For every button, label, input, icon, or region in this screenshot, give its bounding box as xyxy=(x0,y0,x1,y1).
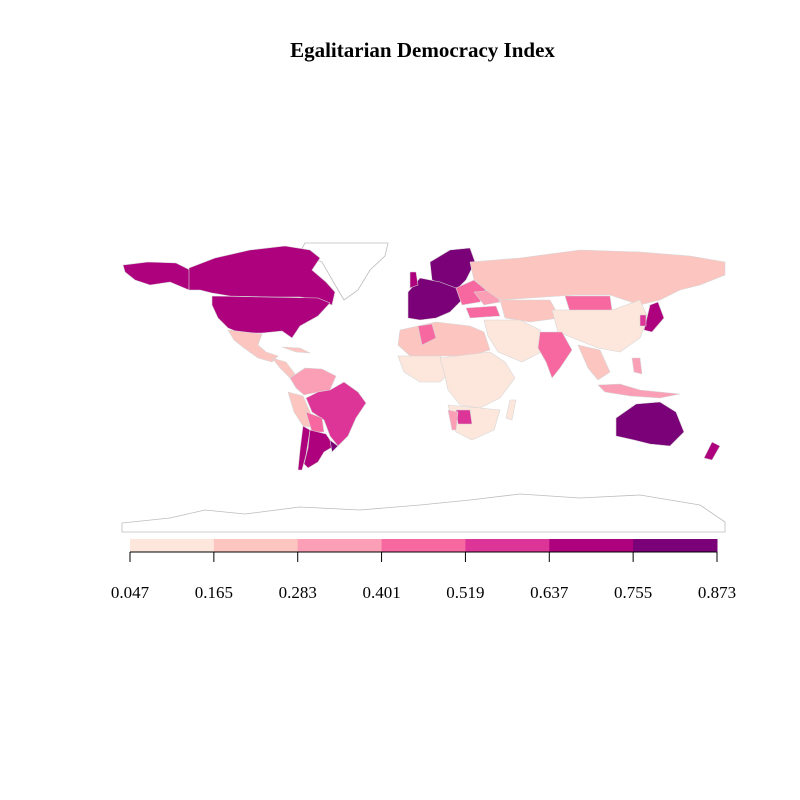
region-australia xyxy=(615,401,685,447)
region-philippines xyxy=(631,357,643,375)
legend-swatch xyxy=(633,539,718,552)
legend-tick-label: 0.637 xyxy=(530,583,569,602)
region-tunisia xyxy=(417,323,437,346)
legend-tick-label: 0.165 xyxy=(195,583,233,602)
region-namibia xyxy=(447,409,459,431)
region-uruguay xyxy=(329,439,339,453)
legend-color-bar xyxy=(130,539,718,552)
region-korea xyxy=(639,314,647,327)
region-new-zealand xyxy=(703,441,721,461)
legend-swatch xyxy=(297,539,383,552)
region-southeast-asia xyxy=(577,344,611,381)
region-cuba xyxy=(281,346,311,354)
region-indonesia xyxy=(597,383,681,399)
region-madagascar xyxy=(505,399,517,421)
region-alaska xyxy=(122,261,191,291)
region-bolivia xyxy=(305,411,325,433)
region-botswana xyxy=(455,409,473,425)
legend-swatch xyxy=(381,539,466,552)
region-west-africa xyxy=(397,355,453,383)
region-middle-east xyxy=(483,319,546,363)
region-mongolia xyxy=(564,295,613,313)
legend-swatch xyxy=(213,539,299,552)
region-central-america xyxy=(271,357,296,379)
region-usa xyxy=(211,295,331,339)
region-russia xyxy=(469,249,726,306)
legend-tick-label: 0.873 xyxy=(698,583,736,602)
legend-ticks xyxy=(129,552,718,562)
region-argentina xyxy=(303,429,335,469)
map-title: Egalitarian Democracy Index xyxy=(290,38,555,62)
region-mexico xyxy=(227,329,279,363)
region-western-europe xyxy=(407,277,463,321)
region-japan xyxy=(643,301,665,333)
region-uk xyxy=(409,271,419,289)
legend-tick-label: 0.519 xyxy=(446,583,484,602)
region-north-africa xyxy=(397,321,491,357)
region-central-east-africa xyxy=(439,351,516,409)
region-china xyxy=(551,299,649,353)
legend-swatch xyxy=(130,539,215,552)
legend-tick-label: 0.755 xyxy=(614,583,652,602)
legend-tick-label: 0.283 xyxy=(279,583,317,602)
antarctica xyxy=(121,493,726,533)
legend-tick-label: 0.401 xyxy=(362,583,400,602)
region-central-asia xyxy=(499,299,561,323)
region-canada xyxy=(188,245,336,306)
legend-swatch xyxy=(465,539,550,552)
world-map xyxy=(121,242,726,533)
region-turkey xyxy=(465,305,501,319)
legend-swatch xyxy=(549,539,634,552)
legend-labels: 0.047 0.165 0.283 0.401 0.519 0.637 0.755 0.873 xyxy=(111,583,736,602)
region-india xyxy=(537,331,573,379)
region-brazil xyxy=(305,381,367,447)
legend-tick-label: 0.047 xyxy=(111,583,150,602)
